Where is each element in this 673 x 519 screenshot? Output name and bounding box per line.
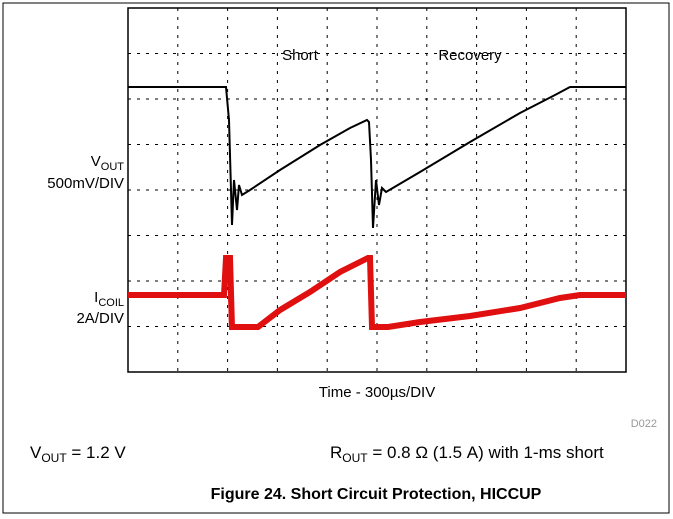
i-coil-trace xyxy=(128,255,626,330)
figure-id: D022 xyxy=(631,418,657,430)
annotation: Short xyxy=(282,47,319,64)
symbol: V xyxy=(91,153,101,170)
v-out-trace xyxy=(128,86,626,229)
subscript: OUT xyxy=(342,451,368,465)
subscript: COIL xyxy=(98,297,124,309)
symbol: V xyxy=(30,443,42,462)
i-coil-edges xyxy=(227,257,373,328)
channel-label: ICOIL xyxy=(94,289,124,309)
symbol: I xyxy=(94,289,98,306)
scope-screen xyxy=(127,7,627,373)
channel-label: VOUT xyxy=(91,153,125,173)
subscript: OUT xyxy=(41,451,67,465)
annotation: Recovery xyxy=(438,47,502,64)
condition-text: = 1.2 V xyxy=(67,443,127,462)
caption: Figure 24. Short Circuit Protection, HIC… xyxy=(211,486,542,503)
condition-text: = 0.8 Ω (1.5 A) with 1-ms short xyxy=(368,443,604,462)
condition: ROUT = 0.8 Ω (1.5 A) with 1-ms short xyxy=(330,443,604,465)
x-axis-label: Time - 300µs/DIV xyxy=(319,384,435,401)
condition: VOUT = 1.2 V xyxy=(30,443,126,465)
frame xyxy=(2,2,670,514)
symbol: R xyxy=(330,443,342,462)
channel-scale: 500mV/DIV xyxy=(47,175,124,192)
channel-scale: 2A/DIV xyxy=(76,310,124,327)
grid xyxy=(128,8,626,372)
subscript: OUT xyxy=(101,161,125,173)
